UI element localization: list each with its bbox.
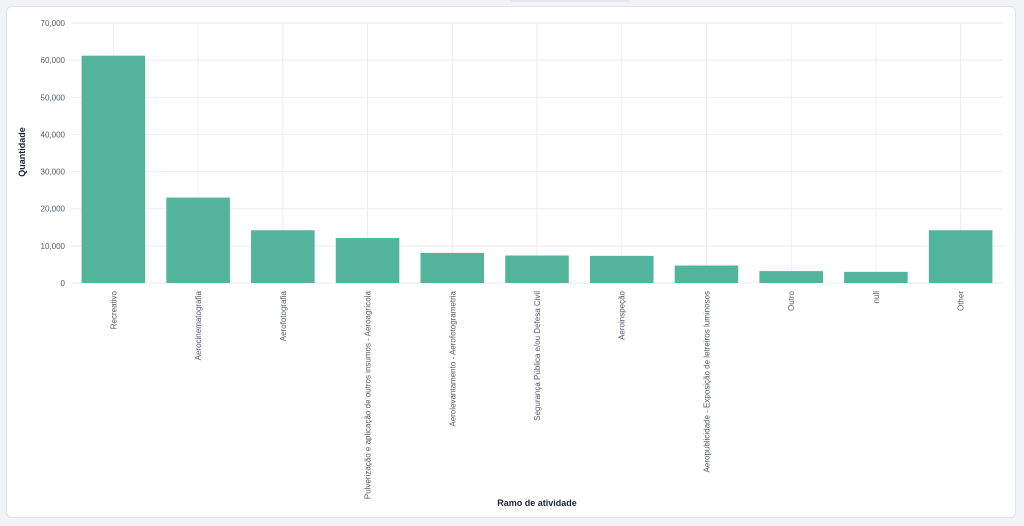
bar [81,55,146,283]
x-tick-label: Pulverização e aplicação de outros insum… [364,290,373,499]
y-tick-label: 0 [61,279,66,288]
x-tick-label: Segurança Pública e/ou Defesa Civil [533,291,542,421]
x-axis-ticks: Recreativo Aerocinematografia Aerofotograf… [109,290,965,499]
bar [420,252,485,283]
top-divider [510,0,630,2]
x-tick-label: Other [957,291,966,311]
x-tick-label: Aerolevantamento - Aerofotogrametria [448,290,457,426]
x-tick-label: Outro [787,290,796,311]
bars [81,55,993,283]
bar [166,197,230,283]
y-tick-label: 40,000 [41,130,66,139]
x-tick-label: Aerocinematografia [194,290,203,360]
x-axis-title: Ramo de atividade [497,498,577,508]
bar [759,271,823,283]
bar [505,255,569,283]
bar [674,265,739,283]
bar [928,230,993,283]
bar [251,230,315,283]
x-tick-label: null [872,291,881,304]
bar [589,255,654,283]
bar [844,271,908,283]
bar [335,238,400,283]
x-tick-label: Aeropublicidade - Exposição de letreiros… [702,291,711,472]
y-tick-label: 60,000 [41,56,66,65]
y-tick-label: 70,000 [41,19,66,28]
x-tick-label: Aeroinspeção [618,290,627,339]
y-tick-label: 30,000 [41,168,66,177]
y-tick-label: 50,000 [41,93,66,102]
x-tick-label: Aerofotografia [279,290,288,341]
y-axis-title: Quantidade [17,127,27,177]
y-tick-label: 10,000 [41,242,66,251]
y-tick-label: 20,000 [41,205,66,214]
y-axis-ticks: 0 10,000 20,000 30,000 40,000 50,000 60,000 70,… [41,19,66,288]
x-tick-label: Recreativo [109,290,118,329]
